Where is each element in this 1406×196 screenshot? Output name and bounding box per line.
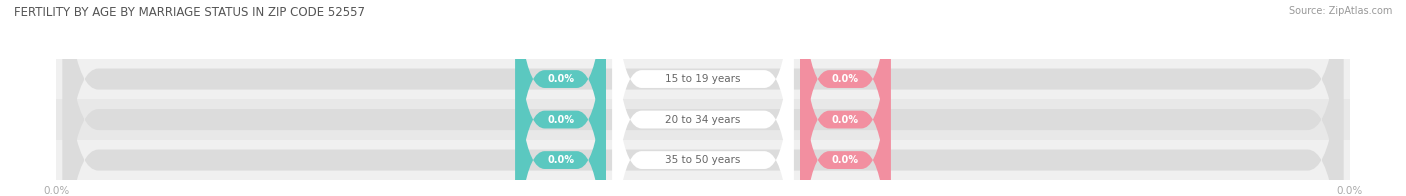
FancyBboxPatch shape [63, 0, 1343, 196]
Text: 0.0%: 0.0% [832, 155, 859, 165]
Text: 0.0%: 0.0% [547, 74, 574, 84]
Bar [56, 140, 1350, 180]
Text: 0.0%: 0.0% [547, 155, 574, 165]
FancyBboxPatch shape [63, 0, 1343, 196]
FancyBboxPatch shape [800, 0, 890, 196]
Text: 20 to 34 years: 20 to 34 years [665, 114, 741, 125]
FancyBboxPatch shape [613, 0, 793, 196]
FancyBboxPatch shape [800, 0, 890, 196]
Text: 35 to 50 years: 35 to 50 years [665, 155, 741, 165]
Text: 0.0%: 0.0% [832, 74, 859, 84]
Text: Source: ZipAtlas.com: Source: ZipAtlas.com [1288, 6, 1392, 16]
FancyBboxPatch shape [516, 0, 606, 196]
FancyBboxPatch shape [63, 0, 1343, 196]
Text: 0.0%: 0.0% [832, 114, 859, 125]
Bar [56, 59, 1350, 99]
FancyBboxPatch shape [516, 0, 606, 196]
Text: FERTILITY BY AGE BY MARRIAGE STATUS IN ZIP CODE 52557: FERTILITY BY AGE BY MARRIAGE STATUS IN Z… [14, 6, 366, 19]
Text: 0.0%: 0.0% [547, 114, 574, 125]
FancyBboxPatch shape [613, 0, 793, 196]
Text: 15 to 19 years: 15 to 19 years [665, 74, 741, 84]
FancyBboxPatch shape [613, 0, 793, 196]
FancyBboxPatch shape [516, 0, 606, 196]
FancyBboxPatch shape [800, 0, 890, 196]
Bar [56, 99, 1350, 140]
